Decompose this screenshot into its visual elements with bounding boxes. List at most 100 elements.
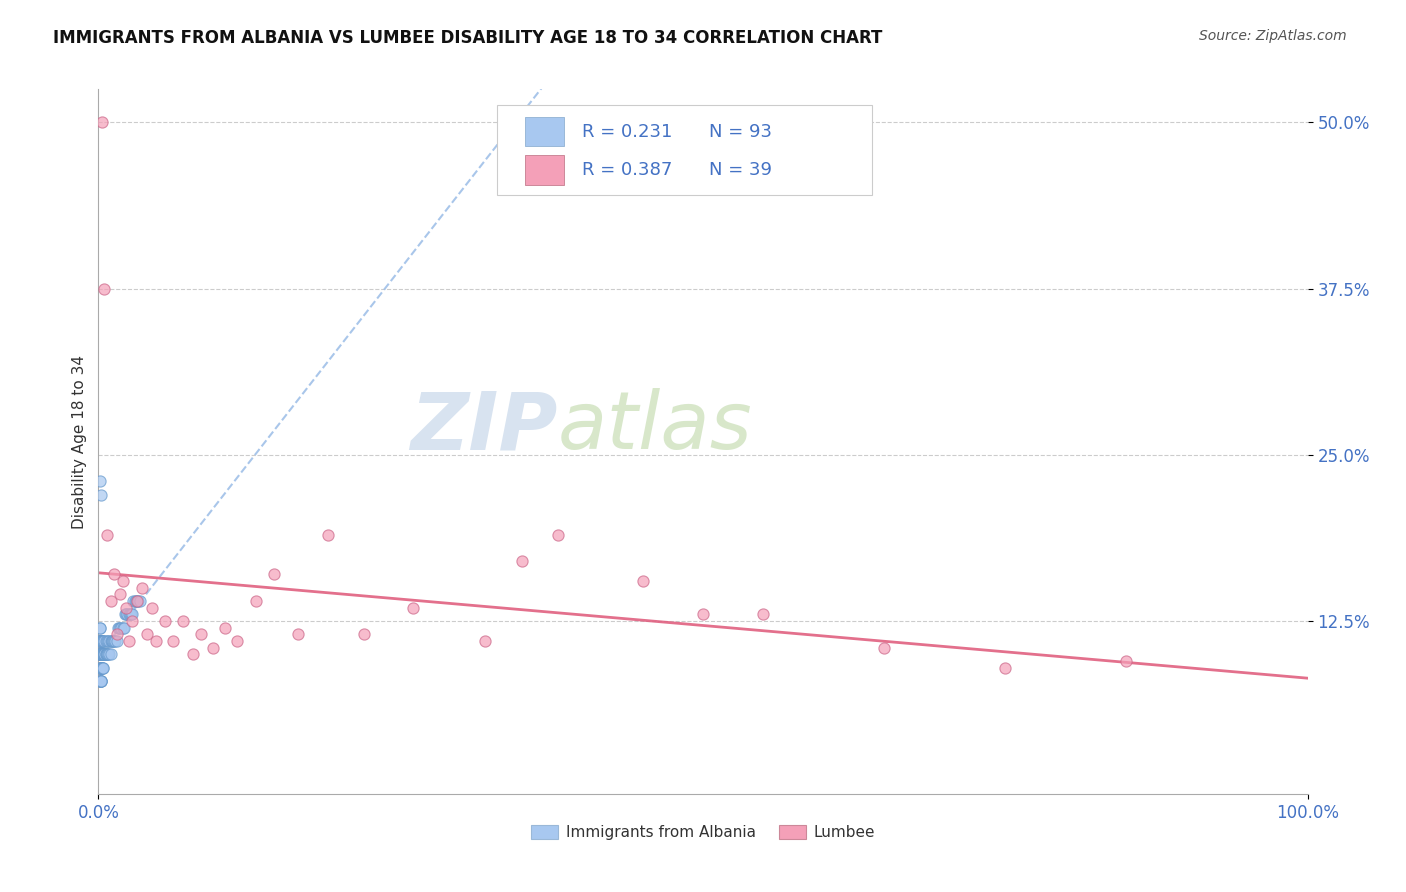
Point bbox=[89, 673, 111, 688]
Point bbox=[90, 673, 112, 688]
Point bbox=[115, 607, 138, 622]
Point bbox=[122, 594, 145, 608]
Point bbox=[402, 600, 425, 615]
Point bbox=[93, 647, 115, 661]
Point bbox=[89, 673, 111, 688]
Point bbox=[125, 594, 148, 608]
Point bbox=[89, 634, 111, 648]
Point bbox=[103, 567, 125, 582]
Point bbox=[162, 634, 184, 648]
Point bbox=[91, 634, 114, 648]
Point bbox=[190, 627, 212, 641]
Point bbox=[91, 647, 114, 661]
Point bbox=[90, 660, 112, 674]
Point bbox=[89, 647, 111, 661]
Point bbox=[91, 660, 114, 674]
Point bbox=[90, 660, 112, 674]
Point bbox=[98, 634, 121, 648]
Point bbox=[127, 594, 149, 608]
Point bbox=[89, 647, 111, 661]
Point bbox=[94, 634, 117, 648]
Point bbox=[90, 673, 112, 688]
Point bbox=[91, 634, 114, 648]
Point bbox=[131, 581, 153, 595]
Point bbox=[120, 607, 142, 622]
Point bbox=[89, 634, 111, 648]
Point bbox=[127, 594, 149, 608]
Point bbox=[118, 634, 141, 648]
Point bbox=[105, 627, 128, 641]
Point bbox=[96, 647, 118, 661]
Point bbox=[287, 627, 309, 641]
Point bbox=[110, 621, 132, 635]
Point bbox=[89, 621, 111, 635]
Point bbox=[96, 634, 118, 648]
Point bbox=[90, 673, 112, 688]
Point bbox=[118, 607, 141, 622]
Point bbox=[873, 640, 896, 655]
Point bbox=[108, 621, 131, 635]
Point bbox=[181, 647, 204, 661]
Point bbox=[141, 600, 163, 615]
Point bbox=[103, 634, 125, 648]
Point bbox=[91, 647, 114, 661]
Point bbox=[1115, 654, 1137, 668]
Point bbox=[214, 621, 236, 635]
FancyBboxPatch shape bbox=[498, 104, 872, 194]
Point bbox=[89, 621, 111, 635]
Point bbox=[100, 634, 122, 648]
Point bbox=[90, 647, 112, 661]
Bar bbox=[526, 117, 564, 146]
Text: N = 39: N = 39 bbox=[709, 161, 772, 178]
Point bbox=[114, 607, 136, 622]
Point bbox=[90, 647, 112, 661]
Point bbox=[145, 634, 167, 648]
Point bbox=[90, 647, 112, 661]
Point bbox=[93, 647, 115, 661]
Point bbox=[90, 647, 112, 661]
Point bbox=[89, 647, 111, 661]
Point bbox=[90, 488, 112, 502]
Point bbox=[510, 554, 533, 568]
Point bbox=[93, 282, 115, 296]
Point bbox=[100, 634, 122, 648]
Point bbox=[94, 647, 117, 661]
Point bbox=[108, 587, 131, 601]
Point bbox=[89, 660, 111, 674]
Point bbox=[90, 660, 112, 674]
Point bbox=[90, 634, 112, 648]
Point bbox=[226, 634, 249, 648]
Point bbox=[353, 627, 375, 641]
Point bbox=[89, 673, 111, 688]
Point bbox=[118, 607, 141, 622]
Point bbox=[93, 647, 115, 661]
Point bbox=[91, 660, 114, 674]
Legend: Immigrants from Albania, Lumbee: Immigrants from Albania, Lumbee bbox=[524, 819, 882, 847]
Point bbox=[90, 673, 112, 688]
Point bbox=[96, 527, 118, 541]
Point bbox=[90, 634, 112, 648]
Text: R = 0.231: R = 0.231 bbox=[582, 122, 672, 141]
Point bbox=[631, 574, 654, 589]
Point bbox=[112, 621, 135, 635]
Point bbox=[90, 647, 112, 661]
Text: Source: ZipAtlas.com: Source: ZipAtlas.com bbox=[1199, 29, 1347, 43]
Point bbox=[752, 607, 775, 622]
Point bbox=[121, 614, 143, 628]
Point bbox=[91, 115, 114, 129]
Point bbox=[89, 647, 111, 661]
Point bbox=[89, 475, 111, 489]
Point bbox=[97, 647, 120, 661]
Point bbox=[91, 634, 114, 648]
Point bbox=[100, 594, 122, 608]
Point bbox=[97, 634, 120, 648]
Text: N = 93: N = 93 bbox=[709, 122, 772, 141]
Point bbox=[93, 634, 115, 648]
Point bbox=[91, 647, 114, 661]
Point bbox=[98, 647, 121, 661]
Point bbox=[89, 647, 111, 661]
Point bbox=[128, 594, 150, 608]
Point bbox=[547, 527, 569, 541]
Point bbox=[108, 621, 131, 635]
Point bbox=[245, 594, 267, 608]
